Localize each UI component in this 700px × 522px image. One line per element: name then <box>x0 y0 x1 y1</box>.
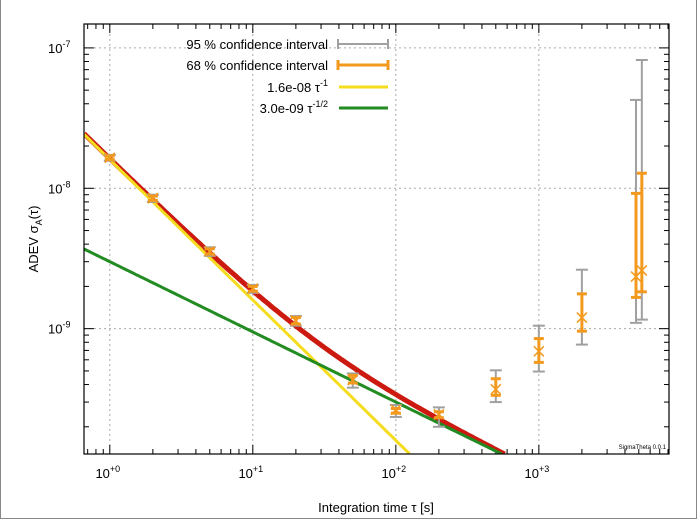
legend: 95 % confidence interval 68 % confidence … <box>186 37 390 116</box>
sum-fit-line <box>84 131 506 454</box>
plot-border <box>83 23 670 455</box>
adev-marker <box>533 345 545 357</box>
data-point <box>103 152 116 164</box>
adev-marker <box>347 374 359 386</box>
x-tick-exp: +2 <box>396 464 406 474</box>
x-tick-base: 10 <box>238 466 252 481</box>
legend-label: 95 % confidence interval <box>186 37 328 52</box>
y-tick-label: 10-8 <box>48 179 70 196</box>
tick-labels: 10+0 10+1 10+2 10+310-710-810-9 <box>48 39 549 481</box>
data-point <box>635 59 648 321</box>
x-tick-label: 10+0 <box>95 464 120 481</box>
x-tick-label: 10+1 <box>238 464 263 481</box>
legend-label-exp: -1/2 <box>312 99 328 109</box>
y-tick-base: 10 <box>48 322 62 337</box>
y-axis-label: ADEV σA(τ) <box>26 206 44 273</box>
x-tick-label: 10+2 <box>381 464 406 481</box>
data-point <box>246 283 259 295</box>
data-point <box>146 192 159 204</box>
grid <box>84 24 669 454</box>
legend-label-main: 1.6e-08 τ <box>267 80 321 95</box>
legend-label: 1.6e-08 τ-1 <box>267 78 328 95</box>
y-tick-base: 10 <box>48 181 62 196</box>
data-point <box>575 268 588 346</box>
y-tick-base: 10 <box>48 41 62 56</box>
adev-marker <box>204 245 216 257</box>
data-point <box>389 403 402 418</box>
adev-marker <box>636 264 648 276</box>
x-tick-base: 10 <box>95 466 109 481</box>
x-axis-label: Integration time τ [s] <box>318 500 434 515</box>
legend-label: 68 % confidence interval <box>186 58 328 73</box>
tau-1-fit-line <box>84 133 411 454</box>
legend-label-exp: -1 <box>320 78 328 88</box>
data-point <box>532 324 545 373</box>
adev-marker <box>247 283 259 295</box>
y-tick-label: 10-9 <box>48 320 70 337</box>
x-tick-base: 10 <box>524 466 538 481</box>
data-point <box>489 369 502 404</box>
data-point <box>289 315 302 327</box>
legend-label: 3.0e-09 τ-1/2 <box>260 99 328 116</box>
data-point <box>203 245 216 257</box>
adev-marker <box>104 152 116 164</box>
adev-marker <box>147 192 159 204</box>
axis-ticks <box>84 24 669 454</box>
watermark: SigmaTheta 0.0.1 <box>619 445 667 451</box>
adev-marker <box>576 312 588 324</box>
x-tick-label: 10+3 <box>524 464 549 481</box>
x-tick-exp: +1 <box>253 464 263 474</box>
legend-label-main: 3.0e-09 τ <box>260 101 314 116</box>
data-point <box>630 98 643 324</box>
tau-half-fit-line <box>84 247 503 454</box>
y-tick-exp: -9 <box>62 320 70 330</box>
x-tick-exp: +0 <box>110 464 120 474</box>
adev-marker <box>490 383 502 395</box>
plot-series <box>84 59 648 454</box>
adev-marker <box>390 404 402 416</box>
y-tick-exp: -8 <box>62 179 70 189</box>
y-tick-label: 10-7 <box>48 39 70 56</box>
data-point <box>346 372 359 389</box>
adev-marker <box>290 315 302 327</box>
y-tick-exp: -7 <box>62 39 70 49</box>
x-tick-base: 10 <box>381 466 395 481</box>
adev-marker <box>433 408 445 420</box>
x-tick-exp: +3 <box>539 464 549 474</box>
data-point <box>432 406 445 428</box>
